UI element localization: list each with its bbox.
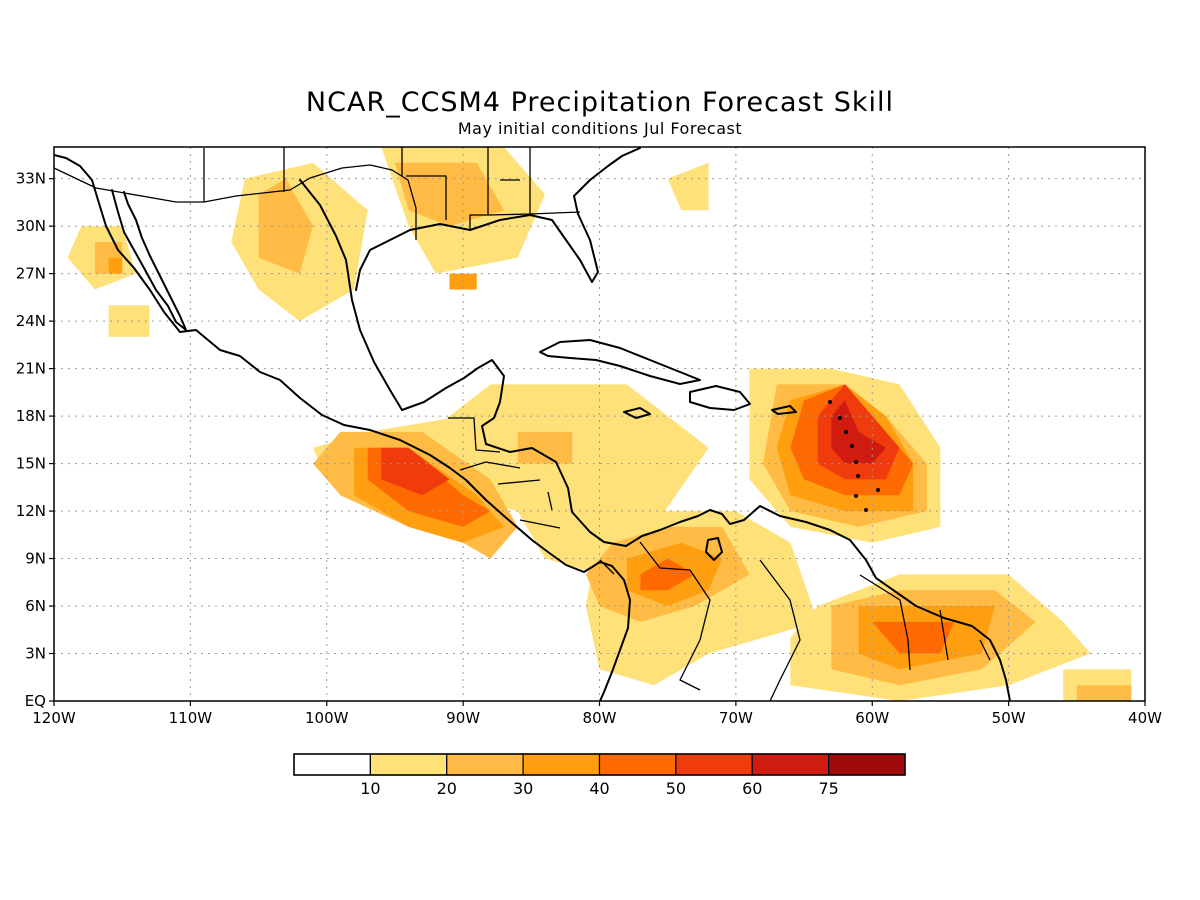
longitude-tick-labels: 120W 110W 100W 90W 80W 70W 60W 50W 40W [32, 701, 1162, 727]
central-america-borders [448, 417, 991, 701]
skill-region-level-2 [517, 431, 573, 464]
legend-label: 30 [513, 779, 533, 798]
y-tick-label: 6N [25, 597, 46, 615]
us-mexico-border [54, 148, 417, 240]
cuba-coast [539, 339, 701, 385]
skill-region-level-2 [394, 162, 504, 227]
legend-swatch [369, 753, 448, 776]
skill-region-level-4 [640, 558, 695, 591]
skill-region-level-1 [667, 162, 709, 211]
lat-lon-grid [54, 147, 1145, 701]
puerto-rico-coast [771, 405, 797, 415]
legend-label: 50 [666, 779, 686, 798]
y-tick-label: 33N [16, 170, 46, 188]
lake-maracaibo [705, 537, 723, 561]
legend-swatch [293, 753, 371, 776]
legend-label: 10 [360, 779, 380, 798]
x-tick-label: 90W [446, 709, 480, 727]
legend-swatch [675, 753, 753, 776]
y-tick-label: 12N [16, 502, 46, 520]
legend-swatch [828, 753, 906, 776]
coastlines-layer [54, 147, 1011, 701]
latitude-tick-labels: EQ 3N 6N 9N 12N 15N 18N 21N 24N 27N 30N 33N [16, 170, 54, 710]
us-gulf-atlantic-coastline [355, 147, 641, 291]
gulf-caribbean-coastline [299, 179, 1011, 701]
baja-california-coast [111, 189, 187, 331]
legend-label: 20 [437, 779, 457, 798]
jamaica-coast [623, 407, 651, 419]
skill-region-level-1 [108, 305, 150, 337]
x-tick-label: 80W [583, 709, 617, 727]
lesser-antilles-islands [828, 400, 880, 512]
x-tick-label: 60W [855, 709, 889, 727]
y-tick-label: 27N [16, 265, 46, 283]
x-tick-label: 40W [1128, 709, 1162, 727]
y-tick-label: 24N [16, 312, 46, 330]
hispaniola-coast [689, 385, 751, 411]
y-tick-label: 9N [25, 550, 46, 568]
map-plot-area [53, 146, 1146, 702]
map-title: NCAR_CCSM4 Precipitation Forecast Skill [306, 87, 894, 118]
color-legend: 10 20 30 40 50 60 75 [293, 753, 906, 798]
y-tick-label: 18N [16, 407, 46, 425]
legend-swatch [598, 753, 677, 776]
legend-frame [293, 753, 906, 776]
legend-swatch [751, 753, 830, 776]
x-tick-label: 120W [32, 709, 76, 727]
skill-region-level-4 [872, 621, 955, 654]
x-tick-label: 70W [719, 709, 753, 727]
legend-label: 60 [742, 779, 762, 798]
y-tick-label: 21N [16, 360, 46, 378]
skill-region-level-3 [108, 257, 123, 274]
legend-swatch [446, 753, 524, 776]
skill-region-level-2 [1076, 685, 1132, 701]
y-tick-label: 30N [16, 217, 46, 235]
skill-region-level-5 [381, 447, 450, 496]
legend-swatch [522, 753, 601, 776]
x-tick-label: 110W [169, 709, 213, 727]
legend-label: 40 [589, 779, 609, 798]
political-borders-layer [54, 147, 991, 701]
pacific-coastline [54, 154, 631, 701]
map-subtitle: May initial conditions Jul Forecast [458, 119, 742, 138]
x-tick-label: 50W [992, 709, 1026, 727]
legend-label: 75 [818, 779, 838, 798]
skill-region-level-6 [831, 400, 886, 464]
y-tick-label: EQ [25, 692, 46, 710]
y-tick-label: 3N [25, 645, 46, 663]
x-tick-label: 100W [305, 709, 349, 727]
us-state-lines [283, 147, 581, 230]
y-tick-label: 15N [16, 455, 46, 473]
